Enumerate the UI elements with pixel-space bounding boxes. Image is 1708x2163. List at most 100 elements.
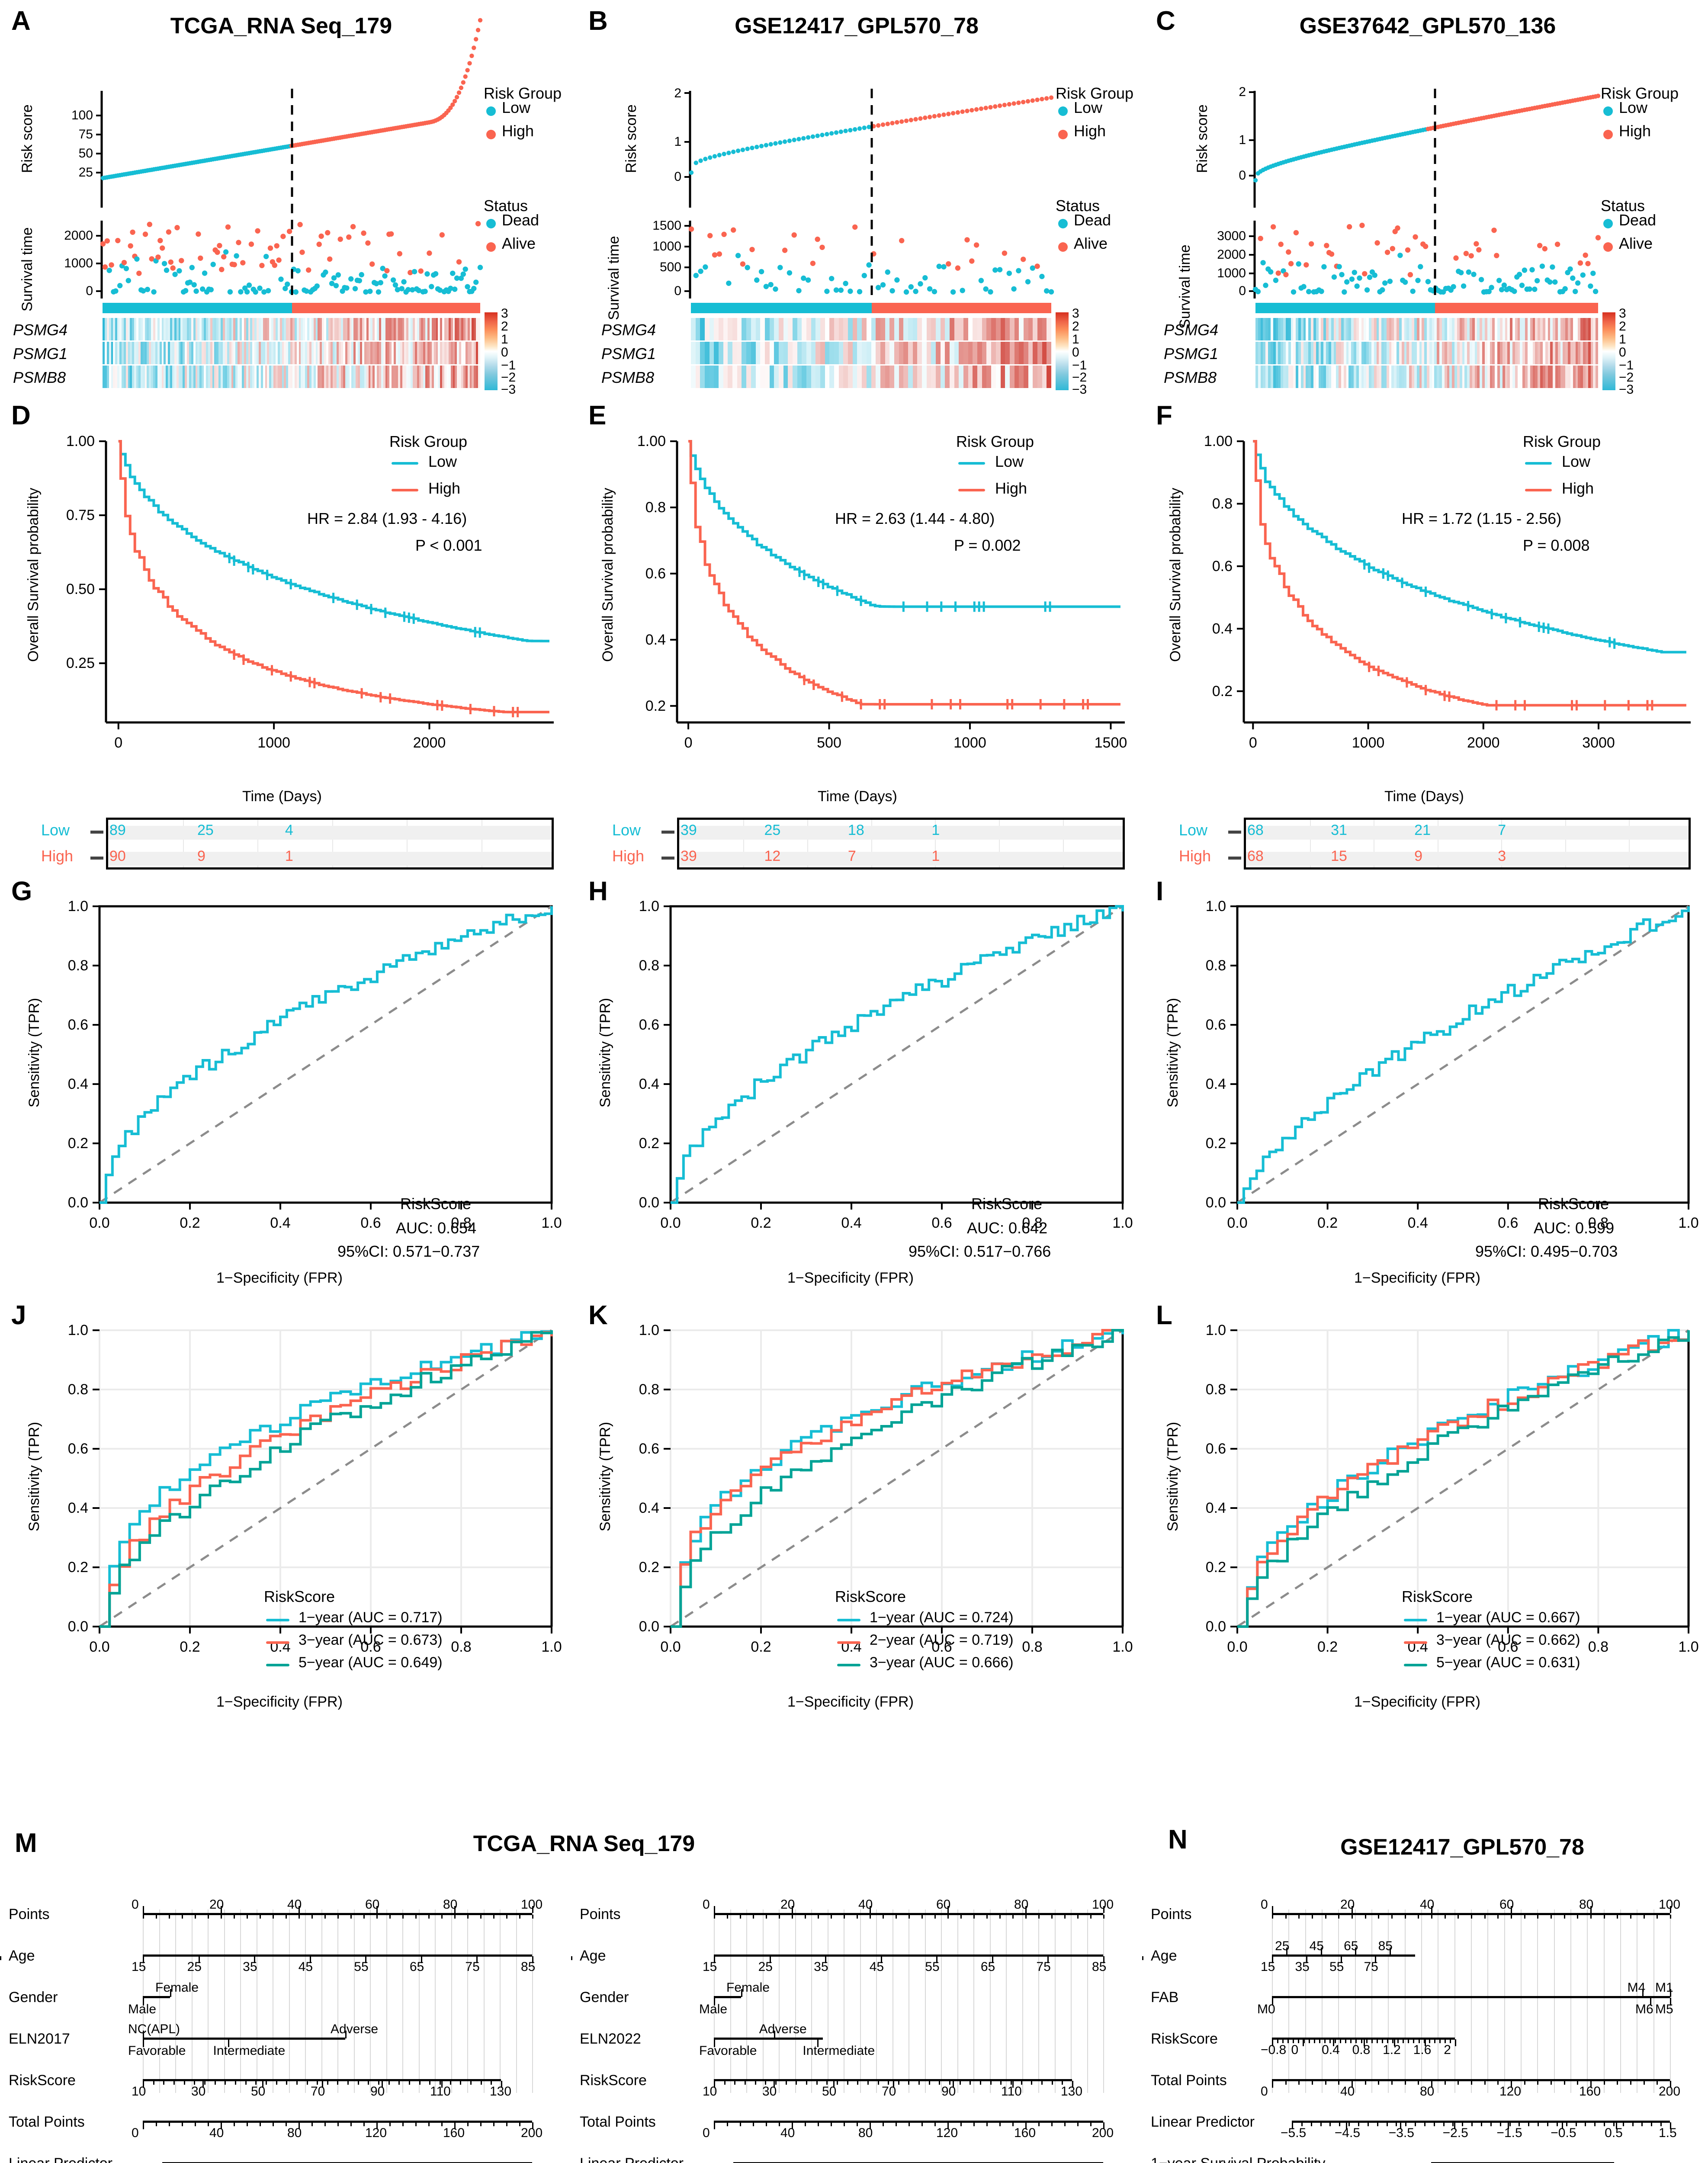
nomogram-minor-tick <box>973 1915 975 1919</box>
risk-table-box <box>106 818 554 870</box>
nomogram-minor-tick <box>1329 2039 1331 2043</box>
nomogram-minor-tick <box>480 2122 482 2126</box>
nomogram-tick <box>1511 1906 1512 1913</box>
nomogram-minor-tick <box>826 2081 828 2085</box>
nomogram-minor-tick <box>1551 2081 1552 2085</box>
nomogram-tick <box>1670 1989 1671 1997</box>
group-bar-low-B <box>691 303 872 313</box>
nomogram-gridline <box>1521 1909 1522 2093</box>
hr-text-F: HR = 1.72 (1.15 - 2.56) <box>1402 510 1562 527</box>
nomogram-tick <box>1363 2039 1365 2046</box>
heatmap-row-psmb8-B <box>691 366 1051 388</box>
nomogram-minor-tick <box>493 2122 494 2126</box>
colorbar-tick-m3-C: −3 <box>1619 382 1634 397</box>
nomogram-minor-tick <box>740 1915 741 1919</box>
nomogram-minor-tick <box>357 2081 359 2085</box>
nomogram-minor-tick <box>816 2081 818 2085</box>
nomogram-row-label: RiskScore <box>580 2072 647 2089</box>
nomogram-row-label: Age <box>1151 1948 1177 1964</box>
nomogram-minor-tick <box>480 1915 482 1919</box>
nomogram-tick <box>143 1956 144 1963</box>
nomogram-minor-tick <box>947 2122 949 2126</box>
legend-label-low-D: Low <box>428 452 457 470</box>
legend-title-risk-group-C: Risk Group <box>1601 84 1679 102</box>
nomogram-minor-tick <box>409 2081 411 2085</box>
svg-text:1000: 1000 <box>64 256 93 270</box>
heatmap-colorbar-A <box>485 312 498 390</box>
svg-text:0.2: 0.2 <box>751 1639 771 1655</box>
nomogram-tick-label: 0 <box>1261 2084 1268 2099</box>
risk-table-row-label: Low <box>1179 821 1208 839</box>
svg-text:1000: 1000 <box>257 735 290 751</box>
svg-text:0.6: 0.6 <box>931 1215 952 1231</box>
nomogram-gridline <box>1103 1909 1104 2093</box>
svg-text:0.2: 0.2 <box>645 698 666 714</box>
nomogram-gridline <box>435 1909 436 2093</box>
hr-text-D: HR = 2.84 (1.93 - 4.16) <box>307 510 467 527</box>
nomogram-minor-tick <box>519 2122 520 2126</box>
nomogram-minor-tick <box>1433 2122 1435 2126</box>
axis-label-sens-H: Sensitivity (TPR) <box>597 998 613 1107</box>
gene-label-psmg4-C: PSMG4 <box>1164 321 1219 339</box>
table-gridline <box>1310 820 1311 867</box>
heatmap-row-psmb8-A <box>103 366 480 388</box>
axis-label-time-F: Time (Days) <box>1384 788 1464 805</box>
nomogram-minor-tick <box>1285 1915 1287 1919</box>
nomogram-minor-tick <box>1423 2039 1425 2043</box>
nomogram-minor-tick <box>1431 2081 1432 2085</box>
nomogram-minor-tick <box>1335 2039 1336 2043</box>
nomogram-tick <box>1012 2081 1014 2088</box>
legend-line-1year-L <box>1404 1619 1427 1621</box>
risk-table-cell: 25 <box>197 822 214 838</box>
p-text-D: P < 0.001 <box>415 536 482 554</box>
svg-text:1.0: 1.0 <box>541 1639 562 1655</box>
nomogram-minor-tick <box>454 2122 456 2126</box>
nomogram-minor-tick <box>260 1915 261 1919</box>
nomogram-minor-tick <box>1643 2081 1645 2085</box>
nomogram-minor-tick <box>1293 2039 1294 2043</box>
svg-text:0.8: 0.8 <box>1588 1639 1608 1655</box>
nomogram-axis <box>1292 2121 1670 2123</box>
svg-text:1.0: 1.0 <box>1206 898 1226 915</box>
panel-letter-J: J <box>11 1300 26 1330</box>
nomogram-minor-tick <box>1038 2122 1040 2126</box>
colorbar-tick-m3-B: −3 <box>1072 382 1087 397</box>
axis-label-spec-K: 1−Specificity (FPR) <box>787 1694 914 1710</box>
nomogram-tick <box>262 2081 263 2088</box>
nomogram-tick-label: Adverse <box>759 2022 807 2036</box>
nomogram-minor-tick <box>337 2081 339 2085</box>
nomogram-minor-tick <box>265 2081 267 2085</box>
nomogram-minor-tick <box>867 2081 869 2085</box>
nomogram-gridline <box>1554 1909 1555 2093</box>
nomogram-gridline <box>305 1909 306 2093</box>
nomogram-minor-tick <box>959 2081 961 2085</box>
nomogram-minor-tick <box>1497 2081 1499 2085</box>
nomogram-minor-tick <box>779 2122 780 2126</box>
nomogram-gridline <box>925 1909 926 2093</box>
nomogram-minor-tick <box>169 2122 170 2126</box>
table-gridline <box>183 820 184 867</box>
svg-text:0.0: 0.0 <box>68 1618 88 1635</box>
nomogram-minor-tick <box>1641 2122 1643 2126</box>
nomogram-row-label: Linear Predictor <box>9 2155 112 2163</box>
nomogram-minor-tick <box>1272 1915 1273 1919</box>
nomogram-minor-tick <box>857 2122 858 2126</box>
nomogram-axis <box>1272 1954 1416 1957</box>
nomogram-minor-tick <box>836 2081 838 2085</box>
colorbar-tick-3-C: 3 <box>1619 306 1626 321</box>
axis-label-time-D: Time (Days) <box>242 788 322 805</box>
nomogram-minor-tick <box>1090 2122 1092 2126</box>
colorbar-tick-m1-B: −1 <box>1072 358 1087 372</box>
svg-text:0.6: 0.6 <box>1206 1017 1226 1033</box>
legend-dot-low-C <box>1603 106 1613 116</box>
nomogram-minor-tick <box>1577 2081 1579 2085</box>
nomogram-gridline <box>811 1909 812 2093</box>
nomogram-minor-tick <box>156 2122 157 2126</box>
nomogram-minor-tick <box>1352 2081 1353 2085</box>
legend-title-risk-group-B: Risk Group <box>1056 84 1134 102</box>
nomogram-minor-tick <box>311 1915 313 1919</box>
axis-label-spec-I: 1−Specificity (FPR) <box>1354 1270 1480 1286</box>
nomogram-gridline <box>224 1909 225 2093</box>
nomogram-tick-label: 0 <box>703 2126 710 2140</box>
nomogram-minor-tick <box>909 2122 910 2126</box>
